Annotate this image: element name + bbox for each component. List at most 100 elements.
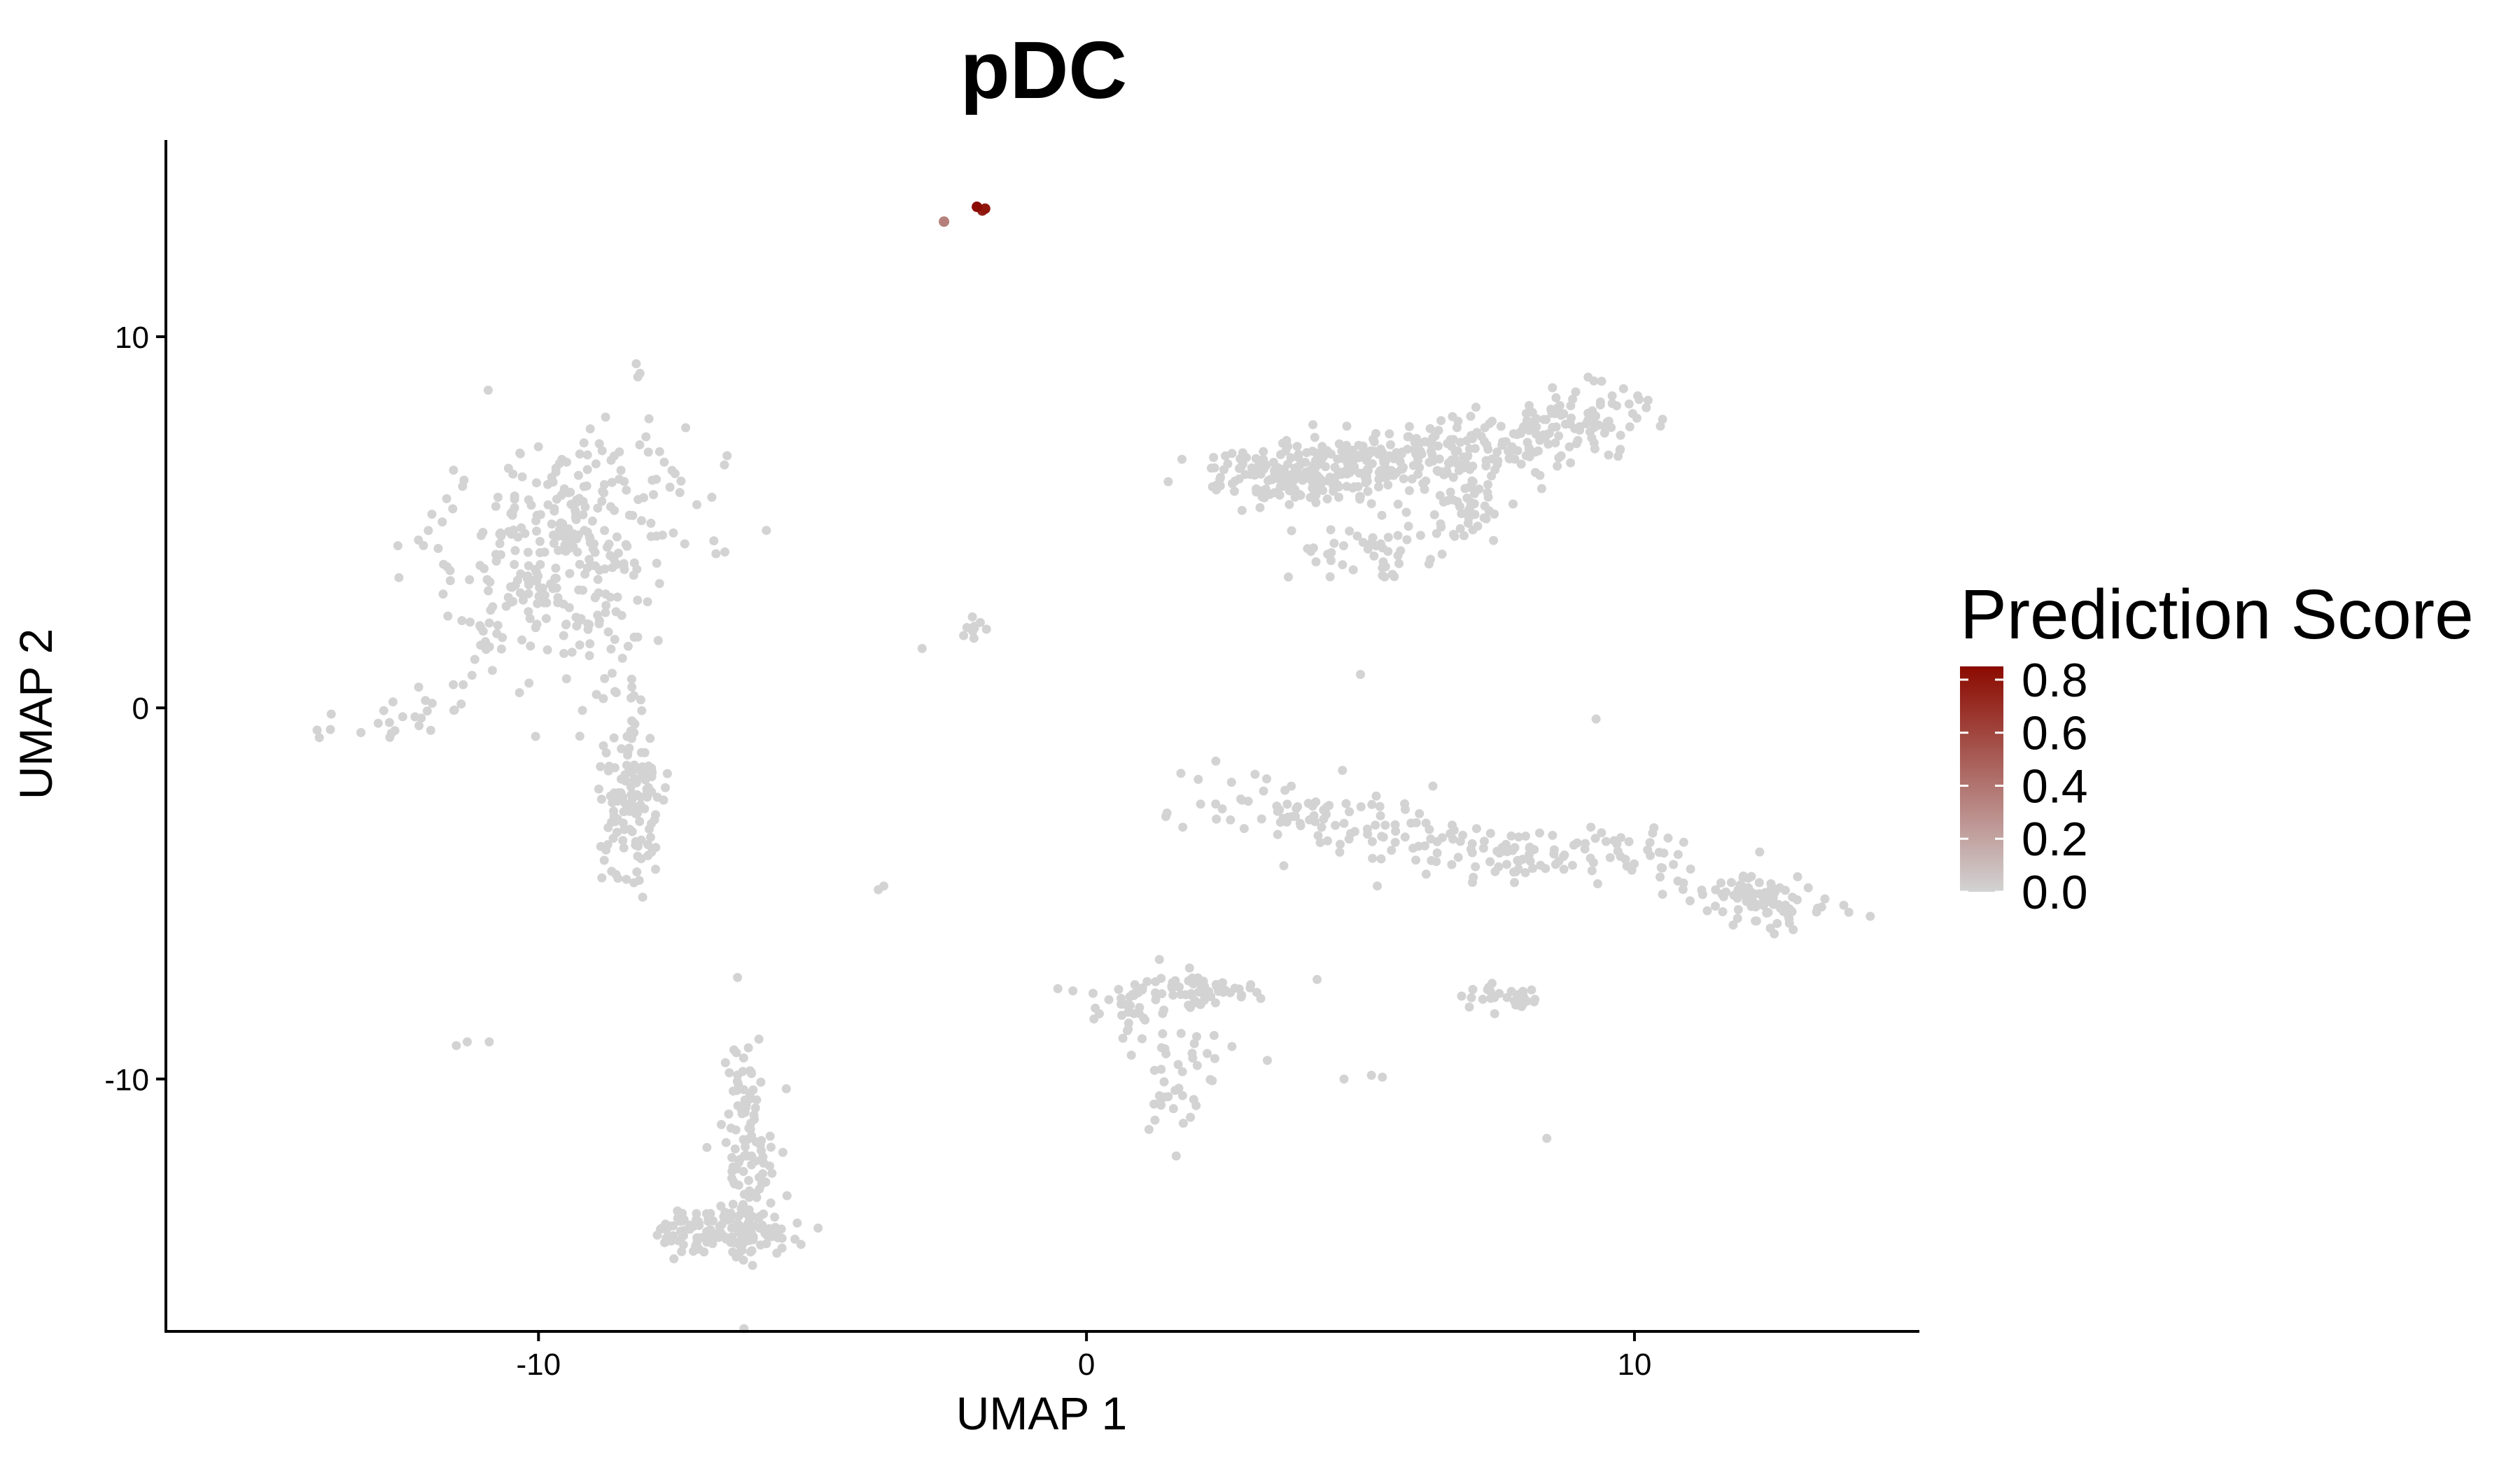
cell-point bbox=[1302, 448, 1312, 458]
cell-point bbox=[517, 523, 526, 533]
cell-point bbox=[617, 610, 626, 620]
cell-point bbox=[728, 1162, 738, 1172]
colorbar-tick-label: 0.2 bbox=[2022, 813, 2088, 866]
cell-point bbox=[1718, 907, 1728, 916]
cell-point bbox=[1632, 413, 1642, 423]
cell-point bbox=[1158, 1009, 1168, 1018]
cell-point bbox=[1053, 983, 1063, 993]
cell-point bbox=[492, 629, 502, 638]
cell-point bbox=[676, 476, 686, 486]
cell-point bbox=[1615, 445, 1625, 455]
cell-point bbox=[567, 648, 577, 657]
cell-point bbox=[1583, 372, 1593, 382]
cell-point bbox=[702, 1226, 712, 1236]
cell-point bbox=[1481, 461, 1491, 471]
cell-point bbox=[1292, 442, 1302, 451]
cell-point bbox=[496, 528, 505, 538]
cell-point bbox=[622, 760, 631, 770]
cell-point bbox=[1251, 454, 1261, 463]
cell-point bbox=[1192, 1032, 1201, 1042]
cell-point bbox=[442, 562, 452, 572]
cell-point bbox=[1196, 799, 1205, 809]
cell-point bbox=[525, 614, 535, 624]
cell-point bbox=[629, 632, 639, 642]
cell-point bbox=[1420, 437, 1429, 447]
cell-point bbox=[1178, 1119, 1188, 1128]
cell-point bbox=[1772, 918, 1782, 928]
cell-point bbox=[1541, 864, 1550, 874]
cell-point bbox=[1408, 461, 1418, 470]
cell-point bbox=[1186, 1112, 1196, 1122]
legend-title: Prediction Score bbox=[1960, 575, 2474, 654]
cell-point bbox=[1355, 491, 1364, 501]
cell-point bbox=[1772, 899, 1782, 909]
x-tick-label: -10 bbox=[517, 1348, 561, 1382]
cell-point bbox=[813, 1223, 823, 1233]
cell-point bbox=[1514, 832, 1523, 842]
cell-point bbox=[1605, 853, 1615, 862]
cell-point bbox=[739, 1151, 749, 1161]
cell-point bbox=[770, 1212, 780, 1222]
cell-point bbox=[572, 534, 582, 544]
cell-point bbox=[669, 1254, 679, 1264]
cell-point bbox=[1434, 454, 1444, 464]
cell-point bbox=[1269, 473, 1279, 483]
cell-point bbox=[1209, 453, 1219, 462]
cell-point bbox=[503, 592, 513, 602]
cell-point bbox=[1134, 1009, 1144, 1018]
cell-point bbox=[596, 762, 606, 771]
cell-point bbox=[608, 563, 617, 573]
cell-point bbox=[1329, 538, 1339, 548]
cell-point bbox=[516, 569, 526, 579]
cell-point bbox=[541, 614, 551, 624]
cell-point bbox=[1594, 420, 1604, 430]
cell-point bbox=[626, 674, 636, 684]
cell-point bbox=[617, 653, 627, 663]
cell-point bbox=[745, 1066, 755, 1076]
cell-point bbox=[1448, 472, 1458, 482]
cell-point bbox=[1551, 393, 1561, 402]
cell-point bbox=[745, 1186, 755, 1196]
cell-point bbox=[1282, 817, 1292, 827]
cell-point bbox=[1455, 502, 1464, 512]
cell-point bbox=[449, 680, 458, 690]
cell-point bbox=[746, 1094, 755, 1104]
cell-point bbox=[559, 631, 568, 640]
cell-point bbox=[565, 568, 575, 578]
cell-point bbox=[629, 774, 639, 784]
cell-point bbox=[1385, 470, 1394, 480]
cell-point bbox=[967, 612, 977, 622]
cell-point bbox=[1744, 883, 1754, 892]
cell-point bbox=[695, 1233, 705, 1242]
cell-point bbox=[720, 547, 729, 556]
cell-point bbox=[1466, 412, 1476, 421]
cell-point bbox=[1379, 458, 1389, 467]
cell-point bbox=[720, 460, 729, 470]
cell-point bbox=[633, 596, 643, 605]
cell-point bbox=[1732, 913, 1742, 923]
cell-point bbox=[1560, 850, 1569, 860]
cell-point bbox=[1275, 490, 1284, 500]
cell-point bbox=[1435, 491, 1445, 500]
cell-point bbox=[1434, 467, 1443, 476]
cell-point bbox=[638, 762, 648, 771]
cell-point bbox=[677, 1247, 687, 1256]
cell-point bbox=[1586, 822, 1596, 832]
cell-point bbox=[747, 1131, 756, 1140]
cell-point bbox=[584, 651, 594, 661]
cell-point bbox=[746, 1119, 755, 1128]
cell-point bbox=[414, 536, 424, 545]
cell-point bbox=[1339, 1074, 1349, 1084]
cell-point bbox=[1383, 547, 1393, 556]
cell-point bbox=[1322, 494, 1332, 504]
cell-point bbox=[1184, 963, 1194, 973]
cell-point bbox=[1363, 464, 1373, 474]
cell-point bbox=[570, 507, 580, 517]
cell-point bbox=[1464, 1002, 1474, 1012]
cell-point bbox=[1250, 769, 1260, 779]
cell-point bbox=[426, 725, 435, 735]
cell-point bbox=[758, 1152, 768, 1162]
cell-point bbox=[1378, 832, 1388, 842]
cell-point bbox=[1564, 442, 1574, 451]
cell-point bbox=[1245, 983, 1255, 993]
